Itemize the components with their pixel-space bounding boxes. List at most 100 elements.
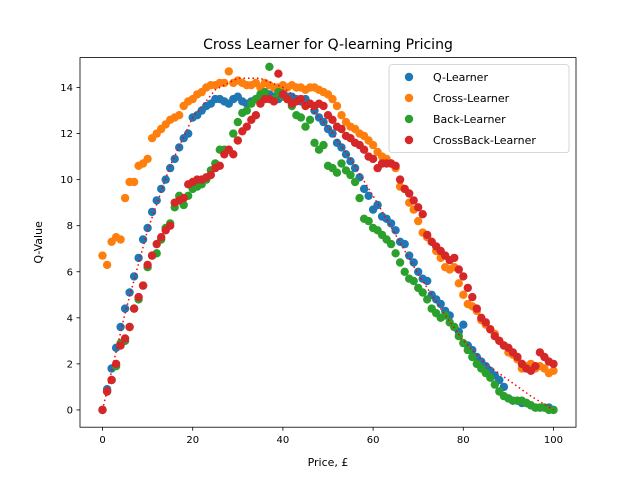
data-point [265,62,274,71]
data-point [513,352,522,362]
x-tick-label: 80 [457,435,470,446]
data-point [274,69,283,78]
data-point [441,311,450,320]
data-point [332,101,342,111]
data-point [224,67,233,76]
data-point [459,320,468,329]
data-point [386,239,396,249]
data-point [459,338,468,348]
data-point [481,318,490,327]
data-point [328,115,337,125]
data-point [355,193,364,203]
data-point [414,203,423,212]
data-point [486,325,495,334]
data-point [400,267,409,276]
data-point [486,373,495,382]
data-point [143,154,152,164]
data-point [229,129,238,138]
legend-box [388,64,570,153]
data-point [120,334,130,343]
data-point [423,276,432,286]
data-point [98,251,107,260]
data-point [157,184,166,194]
data-point [319,101,328,111]
y-tick-label: 8 [67,221,73,232]
legend-label: CrossBack-Learner [433,134,536,147]
y-tick-label: 6 [67,267,73,278]
legend-marker [404,114,414,124]
data-point [233,136,242,145]
data-point [391,161,400,170]
data-point [143,260,152,270]
data-point [454,265,463,274]
data-point [328,94,337,104]
plot-area [98,62,558,415]
y-tick-label: 14 [60,83,73,94]
legend-marker [404,135,414,145]
data-point [364,191,373,200]
y-tick-label: 2 [67,359,73,370]
data-point [184,129,193,138]
x-axis-label: Price, £ [308,456,349,469]
data-point [405,251,414,260]
data-point [395,175,405,184]
y-axis-label: Q-Value [32,221,45,264]
reference-curve [101,77,554,411]
data-point [359,145,369,154]
data-point [138,281,148,290]
data-point [116,341,125,350]
data-point [468,352,477,362]
data-point [166,163,175,173]
data-point [251,111,261,120]
data-point [386,219,396,228]
data-point [409,196,418,205]
data-point [423,230,432,240]
y-tick-label: 12 [60,129,73,140]
data-point [405,189,414,198]
data-point [166,221,175,230]
axes-frame [79,57,577,428]
data-point [549,359,558,369]
data-point [359,184,369,194]
data-point [233,117,242,127]
data-point [111,359,121,369]
data-point [129,177,139,187]
data-point [260,87,270,97]
data-point [346,170,355,180]
data-point [337,124,346,134]
data-point [418,210,427,219]
chart-title: Cross Learner for Q-learning Pricing [203,37,453,53]
y-tick-label: 0 [67,405,73,416]
x-tick-label: 60 [367,435,380,446]
series-3 [98,69,558,415]
data-point [337,143,346,152]
data-point [332,168,342,177]
y-tick-label: 10 [60,175,73,186]
legend-label: Q-Learner [433,71,488,84]
data-point [102,260,112,270]
data-point [138,235,148,244]
data-point [116,322,125,332]
data-point [296,113,306,122]
data-point [368,154,378,164]
data-point [134,292,143,302]
legend: Q-Learner Cross-Learner Back-Learner CrossB… [388,64,570,153]
data-point [129,304,139,313]
data-point [341,150,351,159]
data-point [179,193,188,203]
data-point [459,290,468,299]
legend-marker [404,72,414,82]
data-point [414,216,423,226]
x-tick-label: 100 [544,435,563,446]
data-point [400,239,409,249]
data-point [215,161,224,170]
data-point [463,345,472,355]
data-point [220,78,229,88]
data-point [454,279,463,288]
y-tick-label: 4 [67,313,73,324]
data-point [395,258,405,267]
data-point [175,111,184,120]
data-point [125,322,134,332]
data-point [409,276,418,286]
